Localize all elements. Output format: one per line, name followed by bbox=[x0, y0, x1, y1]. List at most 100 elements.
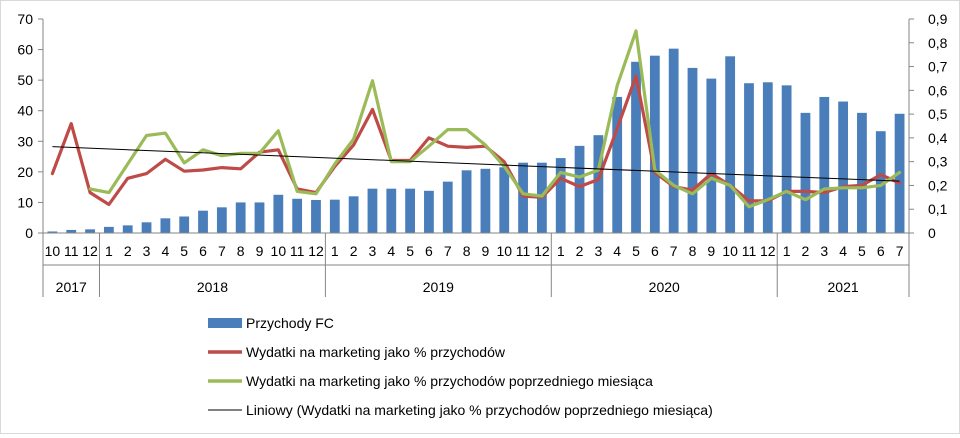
x-tick-label: 7 bbox=[896, 243, 904, 259]
y2-tick-label: 0,1 bbox=[928, 201, 948, 217]
x-tick-label: 12 bbox=[760, 243, 776, 259]
x-tick-label: 5 bbox=[406, 243, 414, 259]
bar bbox=[386, 188, 397, 233]
year-label: 2021 bbox=[828, 279, 859, 295]
x-tick-label: 2 bbox=[802, 243, 810, 259]
x-tick-label: 7 bbox=[218, 243, 226, 259]
bar bbox=[744, 83, 754, 233]
x-tick-label: 10 bbox=[271, 243, 287, 259]
bar bbox=[254, 202, 265, 233]
bar bbox=[424, 190, 434, 233]
x-tick-label: 7 bbox=[670, 243, 678, 259]
bar bbox=[668, 48, 679, 234]
x-tick-label: 6 bbox=[425, 243, 433, 259]
legend: Przychody FC Wydatki na marketing jako % … bbox=[208, 315, 713, 418]
trendline bbox=[52, 146, 900, 182]
x-tick-label: 10 bbox=[45, 243, 61, 259]
bar bbox=[122, 225, 133, 233]
bar bbox=[687, 67, 698, 234]
bar bbox=[179, 216, 190, 233]
x-tick-label: 5 bbox=[632, 243, 640, 259]
year-label: 2019 bbox=[423, 279, 454, 295]
x-tick-label: 1 bbox=[105, 243, 113, 259]
x-tick-label: 5 bbox=[180, 243, 188, 259]
x-tick-label: 4 bbox=[161, 243, 169, 259]
bar bbox=[819, 96, 830, 233]
bar bbox=[518, 162, 528, 233]
x-tick-label: 2 bbox=[124, 243, 132, 259]
bar bbox=[574, 145, 585, 233]
x-axis-ticks: 10 11 12 1 2 3 4 5 6 7 8 9 10 11 12 1 2 3 4 5 6 7 8 9 10 11 12 1 2 3 4… bbox=[42, 233, 910, 297]
legend-swatch-bar bbox=[208, 318, 242, 328]
bar bbox=[292, 198, 303, 233]
x-tick-label: 12 bbox=[534, 243, 550, 259]
y2-tick-label: 0,5 bbox=[928, 106, 948, 122]
bar bbox=[857, 112, 867, 233]
x-tick-label: 7 bbox=[444, 243, 452, 259]
x-tick-label: 4 bbox=[839, 243, 847, 259]
x-tick-label: 9 bbox=[256, 243, 264, 259]
legend-label: Wydatki na marketing jako % przychodów p… bbox=[246, 373, 653, 389]
x-tick-label: 9 bbox=[482, 243, 490, 259]
bar bbox=[800, 112, 811, 233]
y2-tick-label: 0 bbox=[928, 225, 936, 241]
bar bbox=[649, 55, 660, 233]
bar bbox=[85, 229, 95, 233]
x-tick-label: 3 bbox=[820, 243, 828, 259]
x-tick-label: 6 bbox=[651, 243, 659, 259]
line-marketing-pct-prev-revenue bbox=[88, 29, 902, 209]
y-axis-ticks: 0 10 20 30 40 50 60 70 bbox=[17, 11, 43, 241]
y-tick-label: 10 bbox=[17, 194, 33, 210]
bar bbox=[103, 226, 114, 233]
y-tick-label: 20 bbox=[17, 164, 33, 180]
bar bbox=[612, 96, 623, 233]
x-tick-label: 8 bbox=[689, 243, 697, 259]
bar bbox=[329, 199, 340, 233]
x-tick-label: 5 bbox=[858, 243, 866, 259]
x-tick-label: 12 bbox=[82, 243, 98, 259]
y-tick-label: 40 bbox=[17, 103, 33, 119]
x-tick-label: 11 bbox=[516, 243, 531, 259]
y2-tick-label: 0,2 bbox=[928, 177, 948, 193]
bar bbox=[762, 82, 773, 233]
legend-label: Przychody FC bbox=[246, 315, 334, 331]
x-tick-label: 12 bbox=[308, 243, 324, 259]
x-tick-label: 1 bbox=[331, 243, 339, 259]
x-tick-label: 4 bbox=[613, 243, 621, 259]
bar bbox=[160, 218, 171, 233]
x-tick-label: 8 bbox=[463, 243, 471, 259]
bar bbox=[461, 170, 472, 233]
bar bbox=[141, 222, 152, 233]
x-tick-label: 1 bbox=[557, 243, 565, 259]
x-tick-label: 10 bbox=[496, 243, 512, 259]
x-tick-label: 3 bbox=[143, 243, 151, 259]
x-tick-label: 3 bbox=[594, 243, 602, 259]
bar bbox=[198, 210, 208, 233]
y-tick-label: 60 bbox=[17, 42, 33, 58]
bar bbox=[706, 78, 717, 233]
y2-tick-label: 0,6 bbox=[928, 82, 948, 98]
y2-tick-label: 0,4 bbox=[928, 130, 948, 146]
bar bbox=[725, 56, 736, 233]
x-tick-label: 2 bbox=[576, 243, 584, 259]
bar bbox=[367, 188, 378, 233]
axes bbox=[42, 19, 910, 234]
x-tick-label: 11 bbox=[64, 243, 79, 259]
legend-label: Wydatki na marketing jako % przychodów bbox=[246, 344, 506, 360]
y-tick-label: 30 bbox=[17, 133, 33, 149]
y2-axis-ticks: 0 0,1 0,2 0,3 0,4 0,5 0,6 0,7 0,8 0,9 bbox=[909, 11, 948, 241]
x-tick-label: 6 bbox=[877, 243, 885, 259]
bar bbox=[593, 135, 604, 233]
x-tick-label: 2 bbox=[350, 243, 358, 259]
year-label: 2018 bbox=[197, 279, 228, 295]
x-tick-label: 6 bbox=[199, 243, 207, 259]
x-tick-label: 8 bbox=[237, 243, 245, 259]
x-tick-label: 4 bbox=[387, 243, 395, 259]
y2-tick-label: 0,7 bbox=[928, 59, 948, 75]
y-tick-label: 0 bbox=[25, 225, 33, 241]
line-series bbox=[50, 29, 902, 209]
bar bbox=[66, 229, 77, 233]
year-label: 2020 bbox=[649, 279, 680, 295]
